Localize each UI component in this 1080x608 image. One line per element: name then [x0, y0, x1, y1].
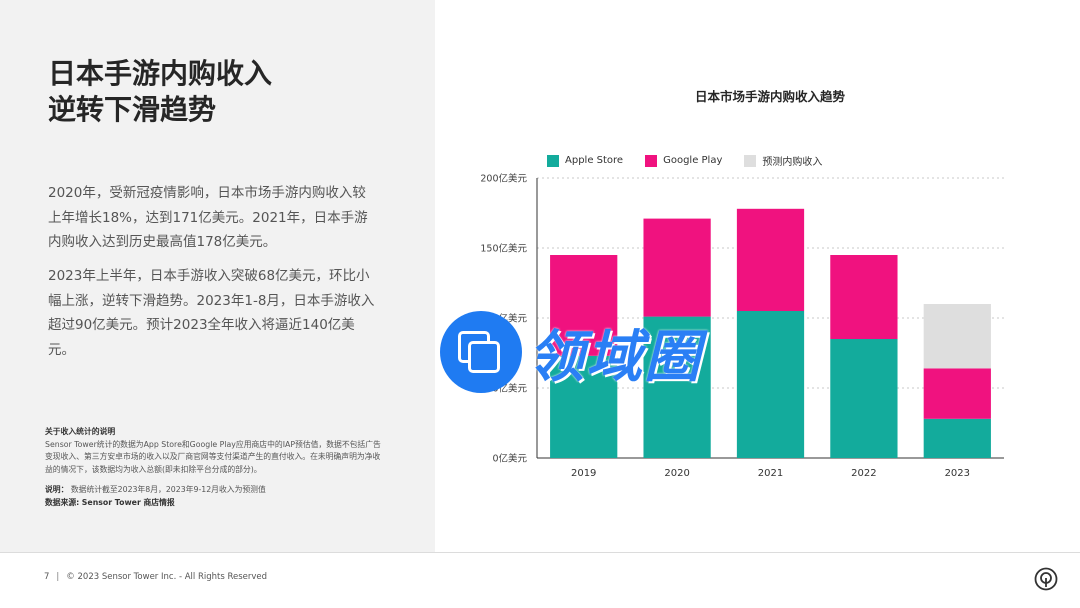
- bar-segment: [736, 208, 805, 311]
- footer: 7 | © 2023 Sensor Tower Inc. - All Right…: [44, 572, 267, 582]
- explain-text: 数据统计截至2023年8月，2023年9-12月收入为预测值: [70, 485, 266, 494]
- legend-label-apple: Apple Store: [565, 155, 624, 166]
- bar-segment: [550, 355, 618, 458]
- legend-label-forecast: 预测内购收入: [762, 157, 823, 168]
- source-label: 数据来源:: [45, 497, 80, 507]
- sensor-tower-logo-icon: [1034, 567, 1058, 591]
- legend-swatch-forecast: [744, 154, 757, 167]
- bar-segment: [643, 218, 711, 317]
- legend-swatch-google: [645, 154, 658, 167]
- bar-segment: [550, 255, 618, 356]
- notes-block: 关于收入统计的说明 Sensor Tower统计的数据为App Store和Go…: [45, 426, 385, 509]
- bar-segment: [830, 339, 898, 458]
- legend-swatch-apple: [547, 154, 559, 167]
- legend-item-apple: Apple Store: [547, 153, 623, 168]
- legend-label-google: Google Play: [663, 155, 723, 166]
- bar-segment: [923, 368, 991, 419]
- notes-heading: 关于收入统计的说明: [45, 427, 116, 436]
- source-text: Sensor Tower 商店情报: [81, 497, 175, 507]
- watermark-text: 领域圈: [528, 324, 702, 390]
- footer-separator: |: [56, 572, 60, 582]
- notes-body: Sensor Tower统计的数据为App Store和Google Play应…: [45, 439, 381, 474]
- legend-item-google: Google Play: [645, 153, 722, 168]
- watermark-logo-icon: [440, 311, 522, 393]
- page-title: 日本手游内购收入 逆转下滑趋势: [48, 56, 418, 128]
- x-tick-label: 2022: [851, 468, 876, 479]
- legend-item-forecast: 预测内购收入: [744, 153, 822, 168]
- copyright: © 2023 Sensor Tower Inc. - All Rights Re…: [66, 572, 268, 582]
- x-tick-label: 2019: [571, 468, 596, 479]
- title-line-2: 逆转下滑趋势: [48, 93, 217, 126]
- bar-segment: [830, 255, 898, 339]
- source-line: 数据来源: Sensor Tower 商店情报: [45, 497, 385, 510]
- bar-segment: [923, 418, 991, 458]
- footer-divider: [0, 552, 1080, 553]
- explain-label: 说明：: [45, 485, 69, 494]
- chart-title: 日本市场手游内购收入趋势: [694, 89, 845, 104]
- y-tick-label: 0亿美元: [492, 453, 527, 465]
- title-line-1: 日本手游内购收入: [48, 57, 273, 90]
- left-panel: 日本手游内购收入 逆转下滑趋势 2020年，受新冠疫情影响，日本市场手游内购收入…: [0, 0, 435, 552]
- y-tick-label: 150亿美元: [480, 243, 527, 255]
- watermark: 领域圈: [440, 311, 702, 393]
- body-paragraph-1: 2020年，受新冠疫情影响，日本市场手游内购收入较上年增长18%，达到171亿美…: [48, 185, 368, 250]
- x-tick-label: 2021: [758, 468, 783, 479]
- x-tick-label: 2023: [945, 468, 970, 479]
- body-paragraph-2: 2023年上半年，日本手游收入突破68亿美元，环比小幅上涨，逆转下滑趋势。202…: [48, 268, 375, 358]
- y-tick-label: 200亿美元: [480, 173, 527, 185]
- bar-segment: [643, 316, 711, 458]
- bar-segment: [736, 311, 805, 458]
- explain-line: 说明： 数据统计截至2023年8月，2023年9-12月收入为预测值: [45, 484, 385, 497]
- bar-segment: [923, 304, 991, 369]
- x-tick-label: 2020: [664, 468, 689, 479]
- page-number: 7: [44, 572, 50, 582]
- chart-legend: Apple Store Google Play 预测内购收入: [547, 153, 822, 168]
